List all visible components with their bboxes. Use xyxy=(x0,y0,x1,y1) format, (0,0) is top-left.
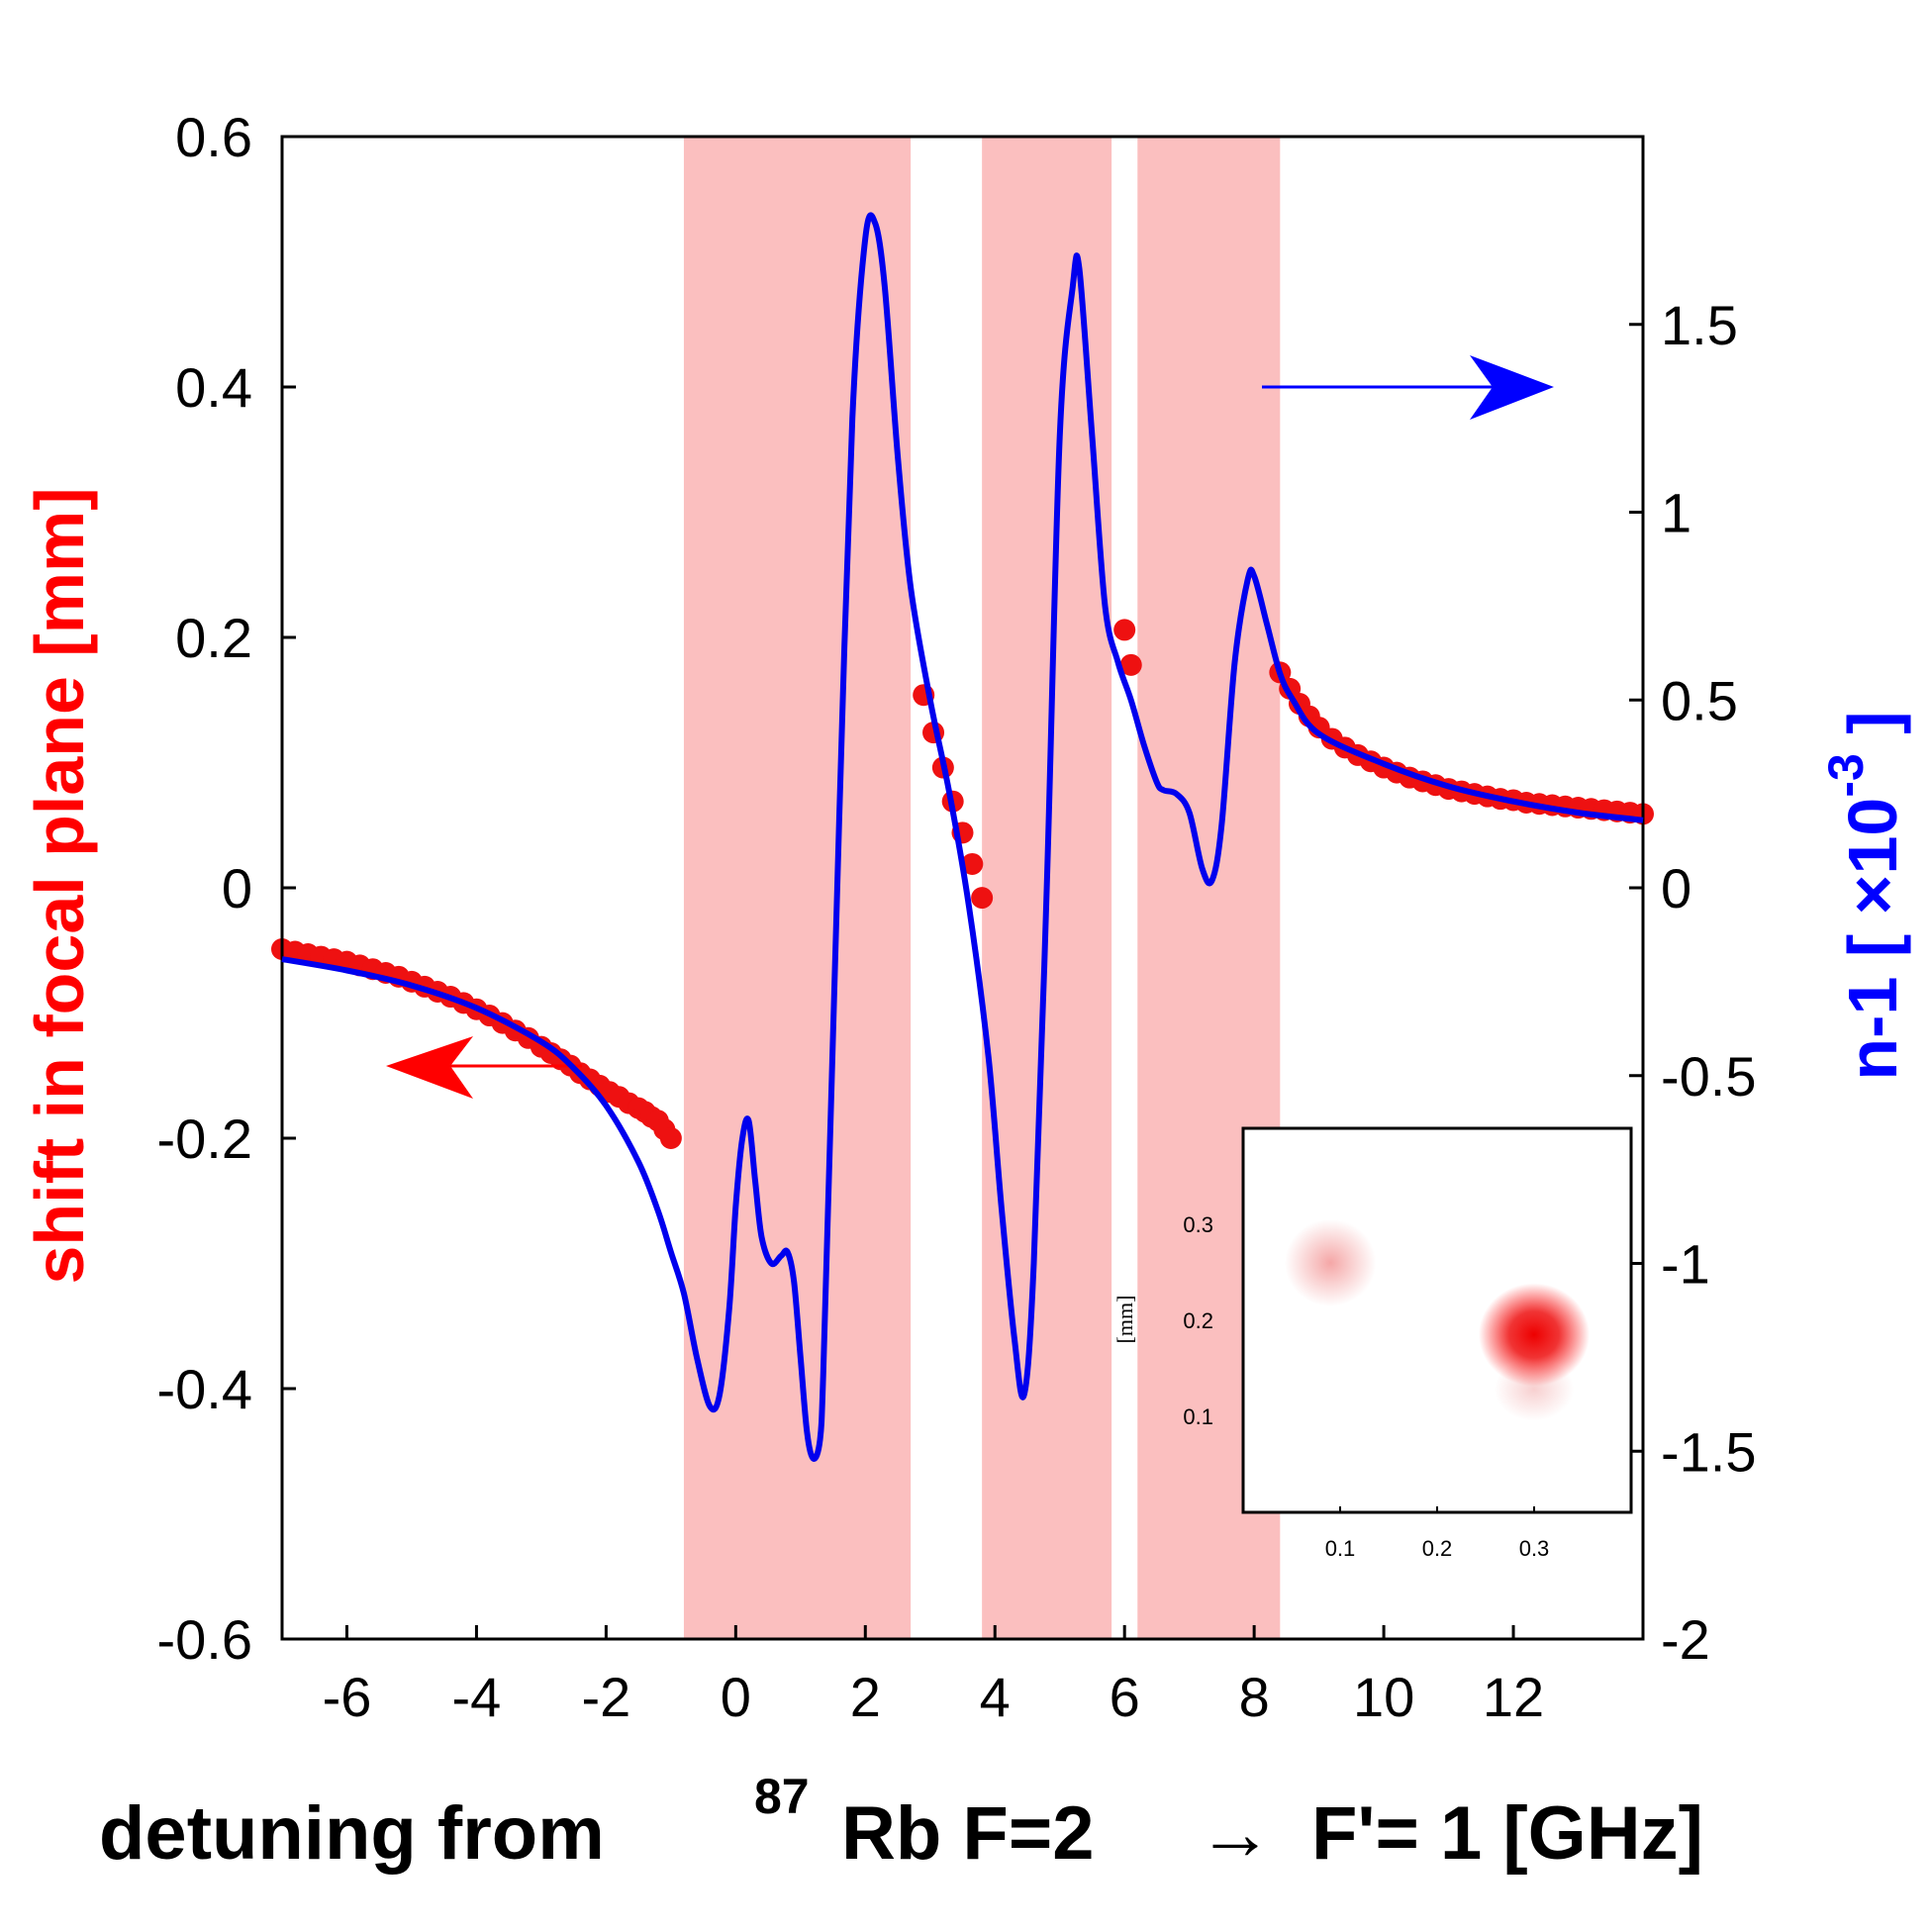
y-right-tick-label: 0 xyxy=(1661,857,1691,919)
y-right-tick-label: -0.5 xyxy=(1661,1045,1757,1108)
y-axis-right-label-close: ] xyxy=(1834,711,1911,753)
y-axis-right-label-exponent: -3 xyxy=(1818,753,1874,797)
x-axis-label-part3: F'= 1 [GHz] xyxy=(1311,1791,1703,1876)
refractive-index-curve xyxy=(281,212,1644,1462)
x-tick-label: 10 xyxy=(1353,1666,1414,1728)
x-axis: -6 -4 -2 0 2 4 6 8 10 12 xyxy=(323,1625,1544,1728)
y-axis-right-label: n-1 [ ×10-3 ] xyxy=(1818,711,1911,1080)
data-point xyxy=(1113,619,1136,641)
x-tick-label: 12 xyxy=(1483,1666,1544,1728)
y-axis-right-label-main: n-1 [ ×10 xyxy=(1834,798,1911,1081)
x-tick-label: 4 xyxy=(980,1666,1011,1728)
y-left-tick-label: 0.4 xyxy=(175,356,252,419)
y-left-tick-label: -0.6 xyxy=(157,1608,253,1671)
y-right-tick-label: -1.5 xyxy=(1661,1420,1757,1483)
inset-x-axis: 0.1 0.2 0.3 xyxy=(1325,1506,1550,1561)
y-left-tick-label: 0 xyxy=(222,857,252,919)
x-tick-label: 0 xyxy=(721,1666,751,1728)
x-tick-label: -4 xyxy=(452,1666,502,1728)
left-axis-arrow xyxy=(386,1036,582,1099)
x-axis-label-part2: Rb F=2 xyxy=(841,1791,1095,1876)
data-point xyxy=(1119,653,1142,676)
y-right-tick-label: -1 xyxy=(1661,1233,1710,1296)
shaded-region-1 xyxy=(683,137,912,1639)
refractive-index-curve-layer xyxy=(281,212,1644,1462)
data-point xyxy=(971,887,994,910)
inset-beam-profile: 0.1 0.2 0.3 0.1 0.2 0.3 [mm] xyxy=(1112,1126,1633,1561)
data-point xyxy=(659,1127,682,1149)
inset-spots xyxy=(1285,1218,1590,1421)
inset-y-tick-label: 0.2 xyxy=(1183,1308,1213,1333)
x-tick-label: -6 xyxy=(323,1666,372,1728)
x-axis-label-isotope: 87 xyxy=(754,1769,810,1824)
y-axis-left-label: shift in focal plane [mm] xyxy=(21,487,98,1284)
inset-x-tick-label: 0.2 xyxy=(1422,1536,1453,1561)
data-point xyxy=(961,852,984,875)
right-y-axis: -2 -1.5 -1 -0.5 0 0.5 1 1.5 xyxy=(1629,294,1757,1671)
inset-y-label: [mm] xyxy=(1112,1296,1137,1344)
y-left-tick-label: -0.2 xyxy=(157,1108,253,1170)
y-left-tick-label: 0.2 xyxy=(175,607,252,669)
x-tick-label: 2 xyxy=(850,1666,881,1728)
x-tick-label: 8 xyxy=(1239,1666,1270,1728)
inset-x-tick-label: 0.3 xyxy=(1519,1536,1550,1561)
inset-x-tick-label: 0.1 xyxy=(1325,1536,1356,1561)
y-right-tick-label: -2 xyxy=(1661,1608,1710,1671)
y-right-tick-label: 1 xyxy=(1661,482,1691,544)
y-right-tick-label: 0.5 xyxy=(1661,669,1738,731)
y-left-tick-label: 0.6 xyxy=(175,106,252,168)
x-axis-label-part1: detuning from xyxy=(99,1791,605,1876)
x-axis-label: detuning from 87 Rb F=2 → F'= 1 [GHz] xyxy=(99,1769,1703,1876)
inset-y-tick-label: 0.1 xyxy=(1183,1404,1213,1429)
x-tick-label: 6 xyxy=(1110,1666,1140,1728)
x-tick-label: -2 xyxy=(581,1666,630,1728)
y-right-tick-label: 1.5 xyxy=(1661,294,1738,356)
inset-y-tick-label: 0.3 xyxy=(1183,1212,1213,1237)
y-left-tick-label: -0.4 xyxy=(157,1358,253,1420)
inset-y-axis: 0.1 0.2 0.3 xyxy=(1183,1212,1213,1429)
left-y-axis: -0.6 -0.4 -0.2 0 0.2 0.4 0.6 xyxy=(157,106,296,1671)
x-axis-label-arrow: → xyxy=(1198,1791,1273,1876)
inset-spot xyxy=(1479,1283,1590,1387)
right-axis-arrow xyxy=(1262,355,1554,420)
inset-spot xyxy=(1285,1218,1377,1306)
